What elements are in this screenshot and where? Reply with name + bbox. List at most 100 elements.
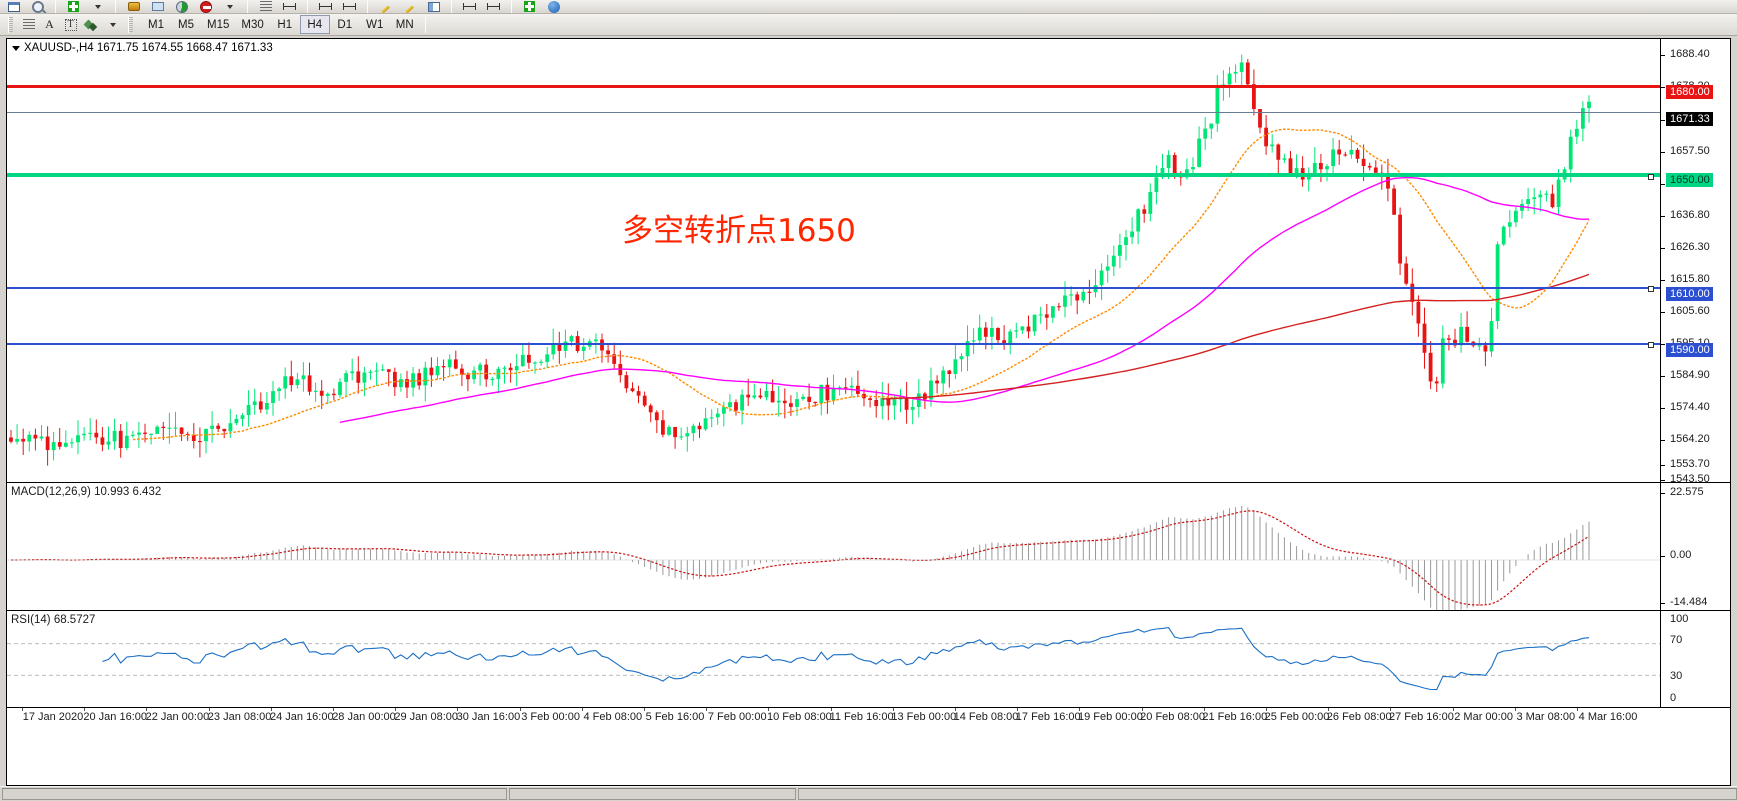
add-indicator-icon[interactable] (520, 0, 539, 13)
stop-icon[interactable] (196, 0, 215, 13)
timeframe-w1[interactable]: W1 (366, 18, 384, 31)
price-chart-svg (9, 54, 1591, 466)
period-separator-icon[interactable] (280, 0, 299, 13)
timeframe-h1[interactable]: H1 (277, 18, 293, 31)
shapes-dropdown-icon[interactable] (103, 15, 122, 34)
gold-icon[interactable] (124, 0, 143, 13)
symbol-header[interactable]: XAUUSD-,H4 1671.75 1674.55 1668.47 1671.… (12, 42, 273, 54)
toolbar-separator (424, 16, 426, 33)
price-tag-1590[interactable]: 1590.00 (1666, 343, 1713, 357)
mail-icon[interactable] (148, 0, 167, 13)
chart-shift-icon[interactable] (316, 0, 335, 13)
chart-window[interactable]: XAUUSD-,H4 1671.75 1674.55 1668.47 1671.… (6, 38, 1731, 786)
chart-window-icon[interactable] (4, 0, 23, 13)
rsi-label: RSI(14) 68.5727 (11, 614, 96, 626)
time-tick (643, 708, 645, 711)
grid-icon[interactable] (424, 0, 443, 13)
price-tag-current[interactable]: 1671.33 (1666, 112, 1713, 126)
chart-annotation-text[interactable]: 多空转折点1650 (622, 213, 856, 249)
macd-scale[interactable]: 22.575 0.00 -14.484 (1660, 483, 1730, 610)
rsi-scale[interactable]: 100 70 30 0 (1660, 611, 1730, 707)
price-pane[interactable]: XAUUSD-,H4 1671.75 1674.55 1668.47 1671.… (7, 39, 1730, 483)
time-tick (1079, 708, 1081, 711)
status-cell-mid (509, 788, 796, 800)
price-tag-resistance[interactable]: 1680.00 (1666, 85, 1713, 99)
level-handle[interactable] (1648, 342, 1654, 348)
price-tag-1610[interactable]: 1610.00 (1666, 287, 1713, 301)
price-tag-1650[interactable]: 1650.00 (1666, 173, 1713, 187)
text-box-icon[interactable]: T (61, 15, 80, 34)
new-order-icon[interactable] (64, 0, 83, 13)
time-label: 11 Feb 16:00 (829, 711, 894, 723)
dropdown-caret-icon[interactable] (88, 0, 107, 13)
level-line-1590[interactable] (7, 342, 1660, 348)
time-tick (270, 708, 272, 711)
text-label-icon[interactable]: A (40, 15, 59, 34)
time-label: 7 Feb 00:00 (707, 711, 767, 723)
timeframe-h4[interactable]: H4 (299, 15, 330, 34)
expert-advisor-icon[interactable] (172, 0, 191, 13)
time-axis[interactable]: 17 Jan 2020 20 Jan 16:00 22 Jan 00:00 23 Ja… (7, 708, 1730, 728)
timeframe-m15[interactable]: M15 (207, 18, 230, 31)
refresh-icon[interactable] (544, 0, 563, 13)
toolbar-separator (307, 0, 308, 13)
time-label: 2 Mar 00:00 (1454, 711, 1513, 723)
zoom-in-icon[interactable] (376, 0, 395, 13)
level-handle[interactable] (1648, 286, 1654, 292)
macd-label: MACD(12,26,9) 10.993 6.432 (11, 486, 162, 498)
toolbar-grip[interactable] (8, 16, 13, 33)
timeframe-d1[interactable]: D1 (337, 18, 353, 31)
time-label: 5 Feb 16:00 (645, 711, 705, 723)
level-line-1610[interactable] (7, 286, 1660, 292)
rsi-chart-svg (7, 627, 1660, 691)
zoom-icon[interactable] (28, 0, 47, 13)
symbol-ohlc-text: XAUUSD-,H4 1671.75 1674.55 1668.47 1671.… (24, 42, 273, 54)
chart-shift-toggle-icon[interactable] (460, 0, 479, 13)
time-tick (208, 708, 210, 711)
time-tick (1203, 708, 1205, 711)
time-label: 20 Feb 08:00 (1140, 711, 1206, 723)
time-tick (768, 708, 770, 711)
crosshair-icon[interactable] (19, 15, 38, 34)
time-label: 29 Jan 08:00 (394, 711, 458, 723)
time-tick (1328, 708, 1330, 711)
macd-plot[interactable] (7, 483, 1660, 610)
chart-menu-caret-icon[interactable] (12, 45, 20, 51)
timeframe-mn[interactable]: MN (395, 18, 414, 31)
toolbar-separator (367, 0, 368, 13)
dropdown-caret-icon[interactable] (220, 0, 239, 13)
zoom-out-icon[interactable] (400, 0, 419, 13)
price-scale[interactable]: 1688.40 1678.20 1667.70 1657.50 1647.00 … (1660, 39, 1730, 482)
time-label: 17 Jan 2020 (22, 711, 84, 723)
time-label: 27 Feb 16:00 (1388, 711, 1454, 723)
rsi-pane[interactable]: RSI(14) 68.5727 100 70 30 0 (7, 611, 1730, 708)
time-tick (892, 708, 894, 711)
level-line-current[interactable] (7, 112, 1660, 113)
text-t-glyph: T (64, 18, 77, 31)
time-tick (84, 708, 86, 711)
timeframe-m5[interactable]: M5 (178, 18, 194, 31)
level-line-1680[interactable] (7, 85, 1660, 88)
status-cell-left (2, 788, 507, 800)
timeframe-m30[interactable]: M30 (241, 18, 264, 31)
time-tick (395, 708, 397, 711)
time-label: 21 Feb 16:00 (1202, 711, 1268, 723)
rsi-plot[interactable] (7, 611, 1660, 707)
macd-pane[interactable]: MACD(12,26,9) 10.993 6.432 22.575 0.00 -… (7, 483, 1730, 611)
toolbar-separator (55, 0, 56, 13)
status-bar (0, 786, 1737, 801)
time-label: 4 Mar 16:00 (1578, 711, 1638, 723)
level-handle[interactable] (1648, 174, 1654, 180)
auto-arrange-icon[interactable] (484, 0, 503, 13)
indicator-list-icon[interactable] (256, 0, 275, 13)
timeframe-m1[interactable]: M1 (148, 18, 164, 31)
toolbar-grip[interactable] (128, 16, 133, 33)
time-tick (954, 708, 956, 711)
shapes-icon[interactable] (82, 15, 101, 34)
price-plot[interactable]: 多空转折点1650 (7, 39, 1660, 482)
time-label: 24 Jan 16:00 (269, 711, 334, 723)
level-line-1650[interactable] (7, 173, 1660, 180)
time-tick (1452, 708, 1454, 711)
time-label: 20 Jan 16:00 (83, 711, 147, 723)
autoscroll-icon[interactable] (340, 0, 359, 13)
